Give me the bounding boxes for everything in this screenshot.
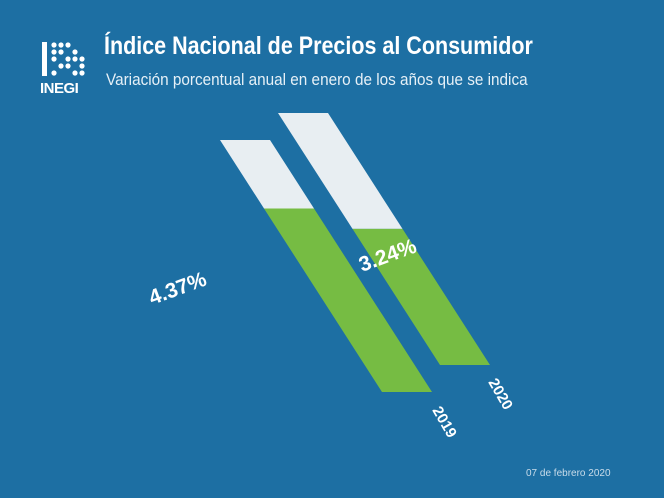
category-label-2020: 2020 bbox=[485, 376, 516, 413]
bar-track-2019 bbox=[220, 140, 315, 209]
chart-title: Índice Nacional de Precios al Consumidor bbox=[104, 32, 533, 60]
bar-track-2020 bbox=[278, 113, 403, 229]
publication-date: 07 de febrero 2020 bbox=[526, 468, 611, 479]
logo-wordmark: INEGI bbox=[40, 80, 79, 97]
inegi-logo-mark bbox=[42, 42, 85, 76]
value-label-2019: 4.37% bbox=[146, 268, 210, 310]
chart-subtitle: Variación porcentual anual en enero de l… bbox=[106, 70, 528, 89]
bar-2019 bbox=[264, 208, 432, 392]
category-label-2019: 2019 bbox=[429, 404, 460, 441]
bar-2020 bbox=[352, 228, 490, 365]
inegi-logo bbox=[40, 38, 92, 100]
